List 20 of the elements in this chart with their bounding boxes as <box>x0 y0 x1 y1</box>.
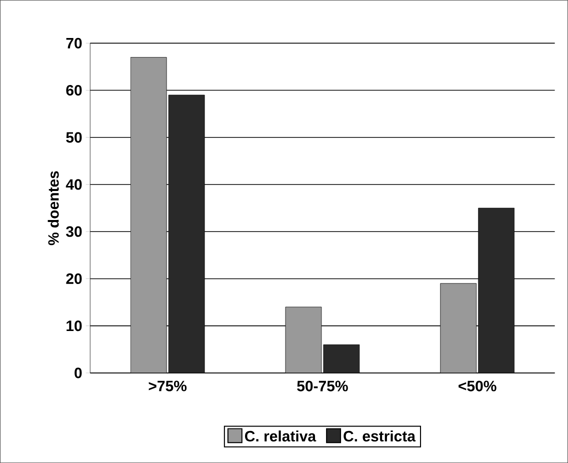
legend-label: C. estricta <box>344 430 416 442</box>
bar <box>323 344 360 373</box>
y-tick-label: 70 <box>66 38 82 48</box>
y-tick-label: 40 <box>66 179 82 190</box>
x-tick-label: 50-75% <box>297 380 348 392</box>
y-tick-label: 0 <box>74 368 82 378</box>
y-tick-label: 60 <box>66 84 82 96</box>
bar <box>168 94 205 373</box>
y-tick-label: 10 <box>66 320 82 332</box>
bar <box>440 283 477 373</box>
x-tick-label: <50% <box>458 380 496 392</box>
x-tick-label: >75% <box>148 380 187 392</box>
bar <box>478 208 515 373</box>
bar <box>130 57 167 373</box>
y-tick-label: 20 <box>66 273 82 284</box>
legend-label: C. relativa <box>245 430 316 442</box>
y-tick-label: 50 <box>66 132 82 143</box>
bar <box>285 306 322 373</box>
y-axis-title: % doentes <box>48 171 59 246</box>
y-tick-label: 30 <box>66 226 82 237</box>
